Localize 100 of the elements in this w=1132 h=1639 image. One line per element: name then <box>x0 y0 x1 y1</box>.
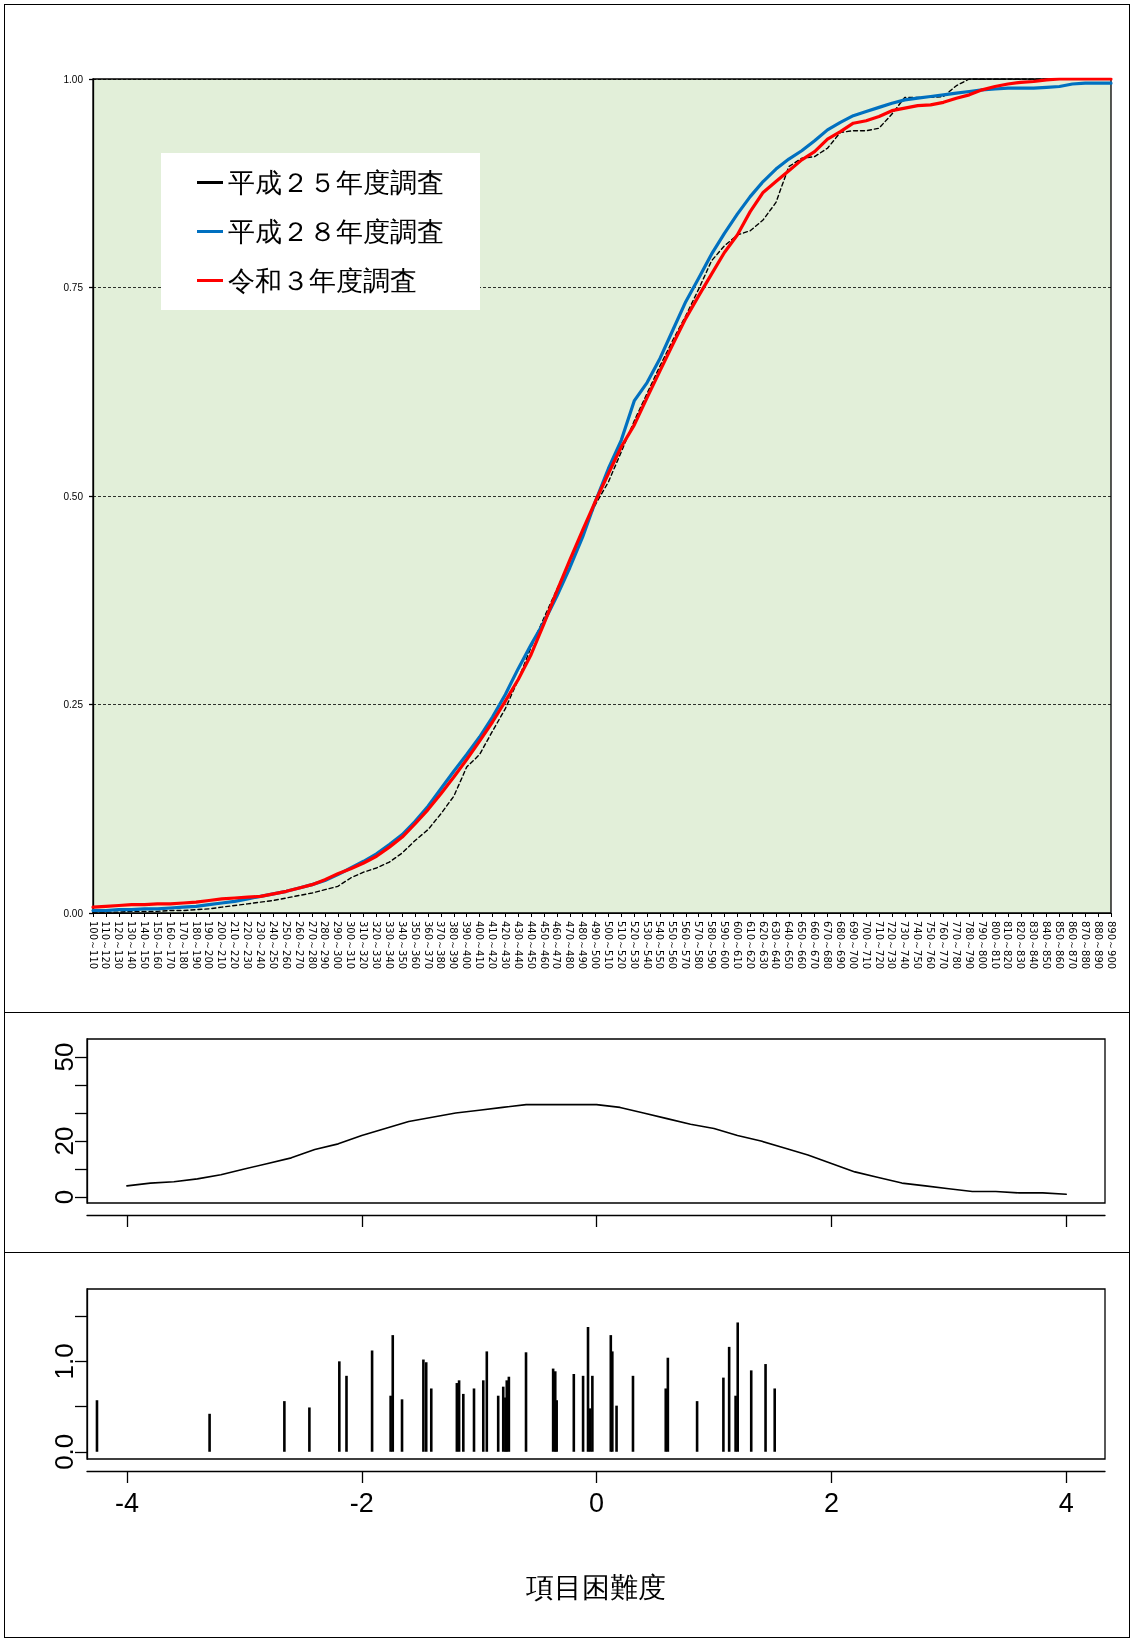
x-tick-label: 730～740 <box>899 921 911 970</box>
x-tick-label: 740～750 <box>912 921 924 970</box>
bar <box>773 1388 777 1452</box>
bar <box>722 1377 725 1452</box>
x-tick-label: 840～850 <box>1041 921 1053 970</box>
legend-label: 平成２８年度調査 <box>228 216 444 247</box>
bar <box>308 1407 311 1452</box>
x-tick-label: 680～690 <box>834 921 846 970</box>
x-tick-label: 320～330 <box>370 921 382 970</box>
x-tick-label: 4 <box>1058 1487 1074 1518</box>
x-tick-label: 180～190 <box>190 921 202 970</box>
x-tick-label: 440～450 <box>525 921 537 970</box>
x-tick-label: 200～210 <box>216 921 228 970</box>
x-tick-label: 530～540 <box>641 921 653 970</box>
x-tick-label: 640～650 <box>783 921 795 970</box>
x-tick-label: 0 <box>589 1487 605 1518</box>
x-tick-label: 720～730 <box>886 921 898 970</box>
x-tick-label: 570～580 <box>693 921 705 970</box>
bar <box>422 1359 425 1452</box>
x-tick-label: 420～430 <box>499 921 511 970</box>
x-axis-title: 項目困難度 <box>525 1571 666 1603</box>
bar <box>338 1361 341 1452</box>
x-tick-label: 270～280 <box>306 921 318 970</box>
x-tick-label: 710～720 <box>873 921 885 970</box>
x-tick-label: 700～710 <box>860 921 872 970</box>
x-tick-label: 810～820 <box>1002 921 1014 970</box>
x-tick-label: 750～760 <box>925 921 937 970</box>
x-tick-label: 790～800 <box>976 921 988 970</box>
x-tick-label: 850～860 <box>1053 921 1065 970</box>
x-tick-label: -4 <box>114 1487 139 1518</box>
x-tick-label: 600～610 <box>731 921 743 970</box>
x-tick-label: 120～130 <box>113 921 125 970</box>
x-tick-label: 480～490 <box>577 921 589 970</box>
x-tick-label: 310～320 <box>358 921 370 970</box>
x-tick-label: 230～240 <box>255 921 267 970</box>
x-tick-label: 160～170 <box>164 921 176 970</box>
x-tick-label: 300～310 <box>345 921 357 970</box>
x-tick-label: 140～150 <box>139 921 151 970</box>
x-tick-label: 100～110 <box>87 921 99 970</box>
x-tick-label: 380～390 <box>448 921 460 970</box>
x-tick-label: 290～300 <box>332 921 344 970</box>
legend-label: 平成２５年度調査 <box>228 167 444 198</box>
line-series <box>126 1103 1068 1196</box>
x-tick-label: 410～420 <box>486 921 498 970</box>
bar <box>764 1364 767 1452</box>
bar <box>462 1393 465 1452</box>
x-tick-label: 770～780 <box>950 921 962 970</box>
x-tick-label: 780～790 <box>963 921 975 970</box>
x-tick-label: 870～880 <box>1079 921 1091 970</box>
x-tick-label: 540～550 <box>654 921 666 970</box>
x-tick-label: 820～830 <box>1015 921 1027 970</box>
x-tick-label: 390～400 <box>461 921 473 970</box>
x-tick-label: 460～470 <box>551 921 563 970</box>
x-tick-label: 670～680 <box>822 921 834 970</box>
bar <box>591 1375 594 1452</box>
bar <box>749 1370 753 1452</box>
x-tick-label: 150～160 <box>151 921 163 970</box>
y-tick-label: 0.00 <box>63 907 84 919</box>
x-tick-label: 340～350 <box>396 921 408 970</box>
x-tick-label: 350～360 <box>409 921 421 970</box>
y-tick-label: 0.50 <box>63 490 84 502</box>
y-tick-label: 0 <box>49 1189 79 1205</box>
x-tick-label: 470～480 <box>564 921 576 970</box>
x-tick-label: 620～630 <box>757 921 769 970</box>
x-tick-label: 450～460 <box>538 921 550 970</box>
x-tick-label: 190～200 <box>203 921 215 970</box>
x-tick-label: 510～520 <box>615 921 627 970</box>
x-tick-label: 250～260 <box>280 921 292 970</box>
bar <box>429 1388 433 1452</box>
y-tick-label: 1.00 <box>63 73 84 85</box>
bar <box>424 1362 428 1452</box>
bar <box>391 1335 395 1452</box>
x-tick-label: 520～530 <box>628 921 640 970</box>
bar <box>736 1322 740 1452</box>
x-tick-label: 430～440 <box>512 921 524 970</box>
x-tick-label: 590～600 <box>718 921 730 970</box>
y-tick-label: 50 <box>49 1042 79 1072</box>
x-tick-label: 880～890 <box>1092 921 1104 970</box>
bar <box>283 1401 286 1452</box>
x-tick-label: 210～220 <box>229 921 241 970</box>
bar <box>505 1380 509 1452</box>
legend-label: 令和３年度調査 <box>228 265 417 296</box>
y-tick-label: 0.25 <box>63 699 84 710</box>
bar <box>345 1375 348 1452</box>
x-tick-label: 550～560 <box>667 921 679 970</box>
x-tick-label: 650～660 <box>796 921 808 970</box>
y-tick-label: 0.0 <box>49 1433 79 1470</box>
x-tick-label: 360～370 <box>422 921 434 970</box>
x-tick-label: 800～810 <box>989 921 1001 970</box>
bar <box>208 1413 211 1452</box>
x-tick-label: 630～640 <box>770 921 782 970</box>
x-tick-label: 490～500 <box>590 921 602 970</box>
x-tick-label: 370～380 <box>435 921 447 970</box>
x-tick-label: 130～140 <box>126 921 138 970</box>
x-tick-label: 830～840 <box>1028 921 1040 970</box>
x-tick-label: 330～340 <box>383 921 395 970</box>
y-tick-label: 20 <box>49 1126 79 1156</box>
x-tick-label: 260～270 <box>293 921 305 970</box>
x-tick-label: 500～510 <box>602 921 614 970</box>
y-tick-label: 1.0 <box>49 1343 79 1380</box>
